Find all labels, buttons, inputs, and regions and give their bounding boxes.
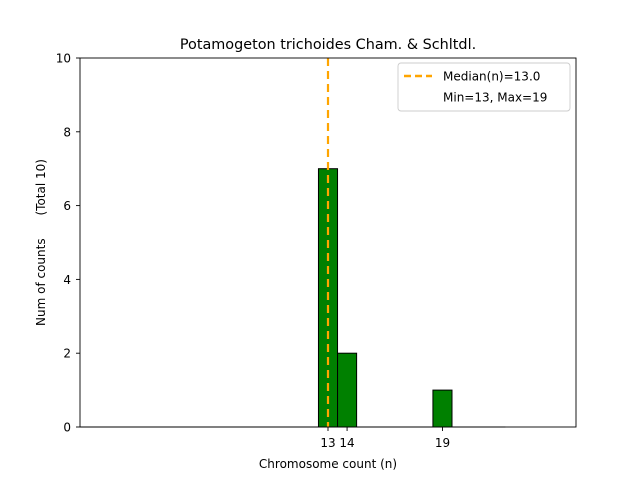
y-axis-label: Num of counts (Total 10) — [34, 159, 48, 326]
x-tick-label: 14 — [339, 436, 354, 450]
y-tick-label: 0 — [63, 421, 71, 435]
y-tick-label: 8 — [63, 125, 71, 139]
legend-box — [397, 62, 571, 112]
y-tick-label: 2 — [63, 347, 71, 361]
legend: Median(n)=13.0 Min=13, Max=19 — [397, 62, 571, 112]
legend-median-label: Median(n)=13.0 — [443, 70, 540, 84]
bar-19 — [432, 389, 453, 428]
chart-title: Potamogeton trichoides Cham. & Schltdl. — [180, 37, 476, 53]
y-tick-label: 10 — [56, 52, 71, 66]
y-tick-label: 6 — [63, 199, 71, 213]
x-axis-label: Chromosome count (n) — [259, 457, 397, 471]
y-tick-label: 4 — [63, 273, 71, 287]
x-tick-label: 19 — [435, 436, 450, 450]
x-tick-label: 13 — [320, 436, 335, 450]
legend-range-label: Min=13, Max=19 — [443, 91, 547, 105]
bar-14 — [337, 352, 358, 428]
